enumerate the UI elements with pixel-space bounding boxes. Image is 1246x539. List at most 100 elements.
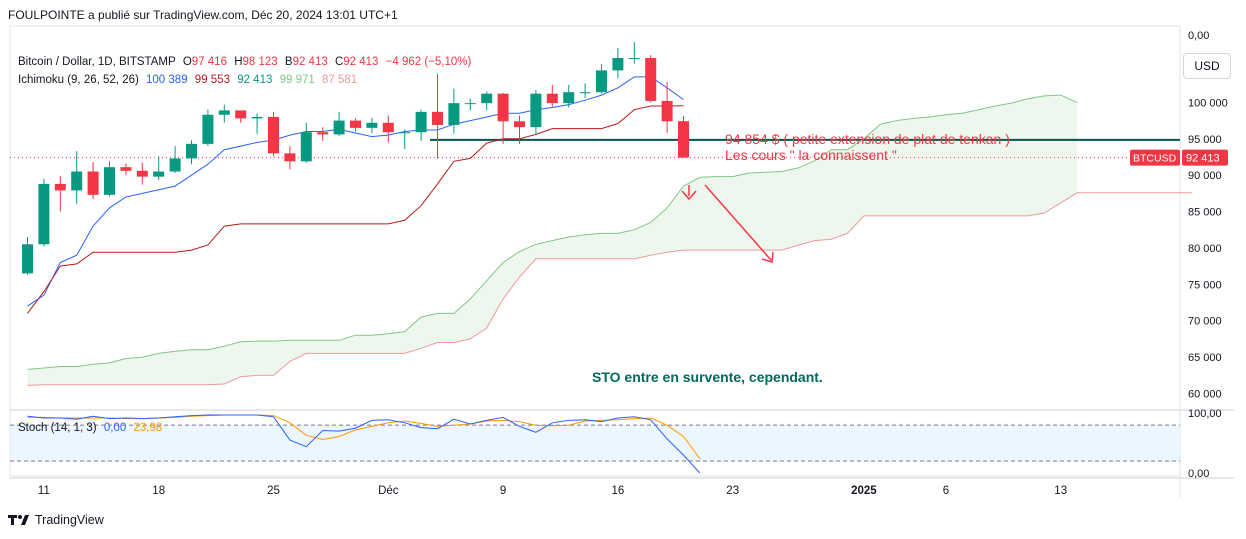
candle <box>71 151 83 205</box>
candle-body <box>268 116 279 154</box>
time-tick-label: 2025 <box>851 485 877 497</box>
candle-body <box>202 114 214 144</box>
candle-body <box>87 171 99 195</box>
currency-button[interactable]: USD <box>1183 53 1231 79</box>
candle <box>645 55 657 103</box>
candle-body <box>218 110 230 115</box>
stoch-pane <box>10 414 1180 474</box>
senkou-span-b-line <box>27 192 1192 386</box>
candle-body <box>366 122 378 128</box>
candle-body <box>71 171 83 191</box>
ichimoku-value-kijun: 99 553 <box>194 74 230 86</box>
price-tick-label: 85 000 <box>1188 207 1222 219</box>
candle-body <box>481 93 493 104</box>
price-tick-label: 75 000 <box>1188 279 1222 291</box>
candle <box>300 122 312 163</box>
candle-body <box>284 153 296 162</box>
annotation-sto: STO entre en survente, cependant. <box>592 369 823 385</box>
candle <box>153 156 165 181</box>
ichimoku-legend[interactable]: Ichimoku (9, 26, 52, 26) 100 389 99 553 … <box>18 74 361 86</box>
candle-body <box>546 93 558 104</box>
candles <box>22 42 689 275</box>
candle <box>415 109 427 141</box>
candle <box>563 84 575 108</box>
candle <box>514 115 525 144</box>
candle <box>399 129 411 149</box>
stoch-k-value: 0,00 <box>103 422 127 434</box>
candle-body <box>415 111 427 133</box>
candle <box>22 237 33 275</box>
candle <box>661 82 673 133</box>
candle <box>382 115 394 143</box>
tradingview-logo-icon <box>8 515 29 525</box>
candle-body <box>104 167 115 195</box>
candle <box>54 175 66 212</box>
candle-body <box>464 103 476 105</box>
chart-annotations: 94 854 $ ( petite extension de plat de t… <box>592 131 1010 385</box>
candle <box>87 162 99 200</box>
candle-body <box>333 120 345 135</box>
candle-body <box>382 122 394 133</box>
candle-body <box>497 93 509 122</box>
candle <box>546 84 558 107</box>
candle <box>333 111 345 136</box>
time-tick-label: 13 <box>1054 485 1067 497</box>
candle-body <box>399 132 411 134</box>
ichimoku-value-tenkan: 100 389 <box>146 74 188 86</box>
candle <box>218 104 230 123</box>
stoch-band-fill <box>10 425 1180 462</box>
candle <box>136 162 148 185</box>
candle-body <box>596 70 607 93</box>
candle <box>268 111 279 157</box>
candle-body <box>300 132 312 162</box>
candle <box>579 83 591 99</box>
time-tick-label: 11 <box>38 485 50 497</box>
candle <box>169 146 181 173</box>
candle <box>366 117 378 133</box>
candle <box>628 42 640 64</box>
ichimoku-value-span-b: 87 581 <box>321 74 358 86</box>
candle-body <box>612 58 624 71</box>
tradingview-footer[interactable]: TradingView <box>8 513 104 527</box>
stoch-d-value: 23,98 <box>133 422 163 434</box>
annotation-line-1: 94 854 $ ( petite extension de plat de t… <box>725 131 1010 147</box>
candle <box>612 47 624 79</box>
price-tick-label: 70 000 <box>1188 316 1222 328</box>
ohlc-open: O97 416 <box>182 56 227 68</box>
symbol-title: Bitcoin / Dollar, 1D, BITSTAMP <box>18 56 176 68</box>
candle-body <box>22 244 33 274</box>
symbol-legend[interactable]: Bitcoin / Dollar, 1D, BITSTAMP O97 416 H… <box>18 56 475 68</box>
candle <box>432 74 443 159</box>
candle-body <box>579 92 591 94</box>
target-arrow-shaft <box>704 184 772 261</box>
top-axis-label: 0,00 <box>1188 30 1209 42</box>
candle <box>448 88 460 134</box>
candle-body <box>54 183 66 191</box>
down-arrow-head <box>681 190 697 201</box>
grid <box>9 25 1234 498</box>
price-tick-label: 65 000 <box>1188 352 1222 364</box>
price-tag-value: 92 413 <box>1186 153 1220 165</box>
candle <box>186 140 197 165</box>
time-tick-label: 18 <box>152 485 165 497</box>
candle-body <box>661 100 673 122</box>
candle <box>235 110 247 123</box>
candle-body <box>448 103 460 125</box>
candle-body <box>153 171 165 177</box>
price-tag-bg <box>1182 149 1228 166</box>
candle <box>202 109 214 147</box>
stoch-legend[interactable]: Stoch (14, 1, 3) 0,00 23,98 <box>18 422 166 434</box>
symbol-tag-label: BTCUSD <box>1133 153 1177 165</box>
candle <box>596 63 607 94</box>
candle-body <box>251 116 263 119</box>
ohlc-change: −4 962 (−5,10%) <box>385 56 472 68</box>
tradingview-brand: TradingView <box>35 513 104 527</box>
candle <box>481 91 493 111</box>
stoch-tick-label: 0,00 <box>1188 468 1209 480</box>
ichimoku-value-span-a: 99 971 <box>279 74 315 86</box>
ohlc-low: B92 413 <box>284 56 328 68</box>
candle <box>464 98 476 111</box>
ichimoku-value-lagging: 92 413 <box>237 74 273 86</box>
